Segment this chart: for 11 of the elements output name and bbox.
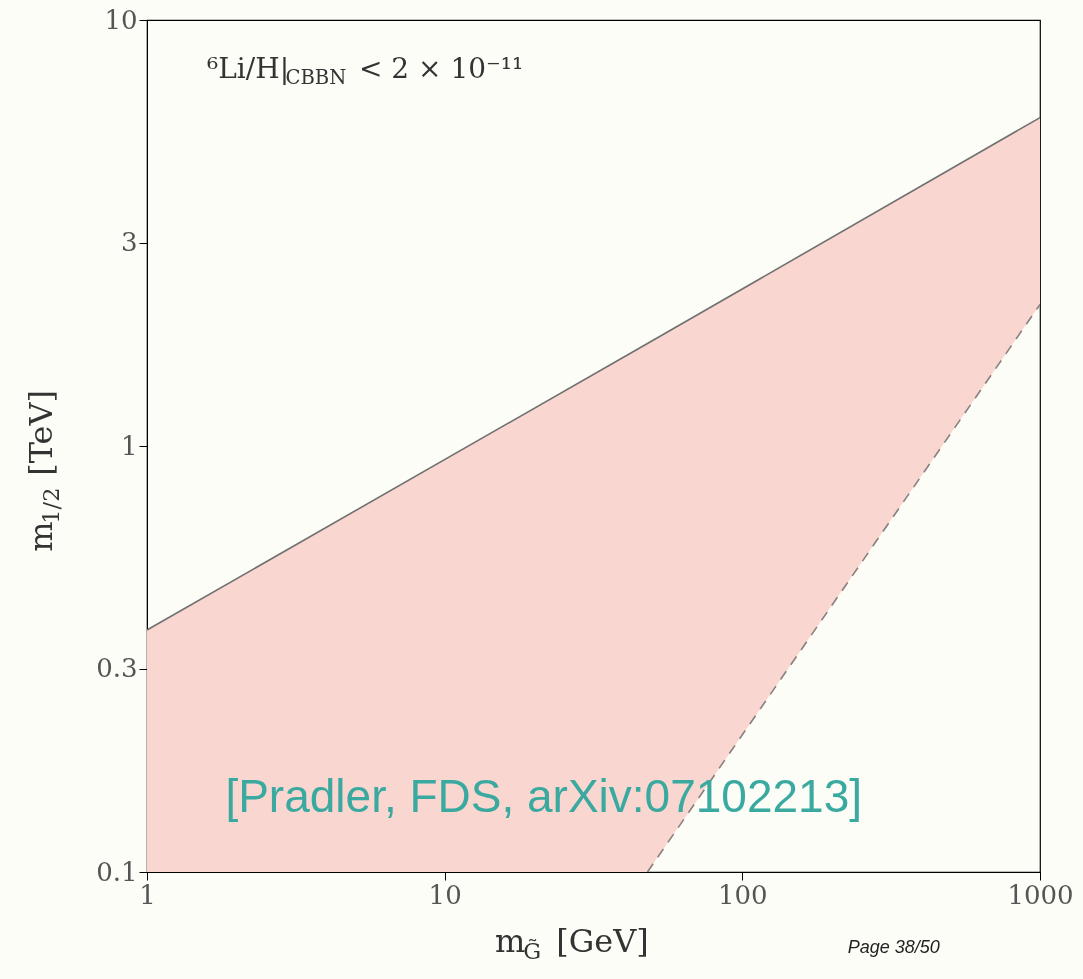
annotation: [Pradler, FDS, arXiv:07102213] [225, 770, 863, 822]
x-tick-label: 1000 [1007, 879, 1074, 910]
text: Page 38/50 [847, 937, 940, 957]
y-tick-label: 3 [120, 227, 138, 258]
y-tick-label: 10 [104, 4, 138, 35]
y-tick-label: 0.1 [96, 856, 138, 887]
x-tick-label: 10 [428, 879, 462, 910]
y-tick-label: 1 [120, 430, 138, 461]
x-tick-label: 100 [718, 879, 768, 910]
y-tick-label: 0.3 [96, 653, 138, 684]
y-axis-title: m1/2 [TeV] [22, 389, 64, 552]
